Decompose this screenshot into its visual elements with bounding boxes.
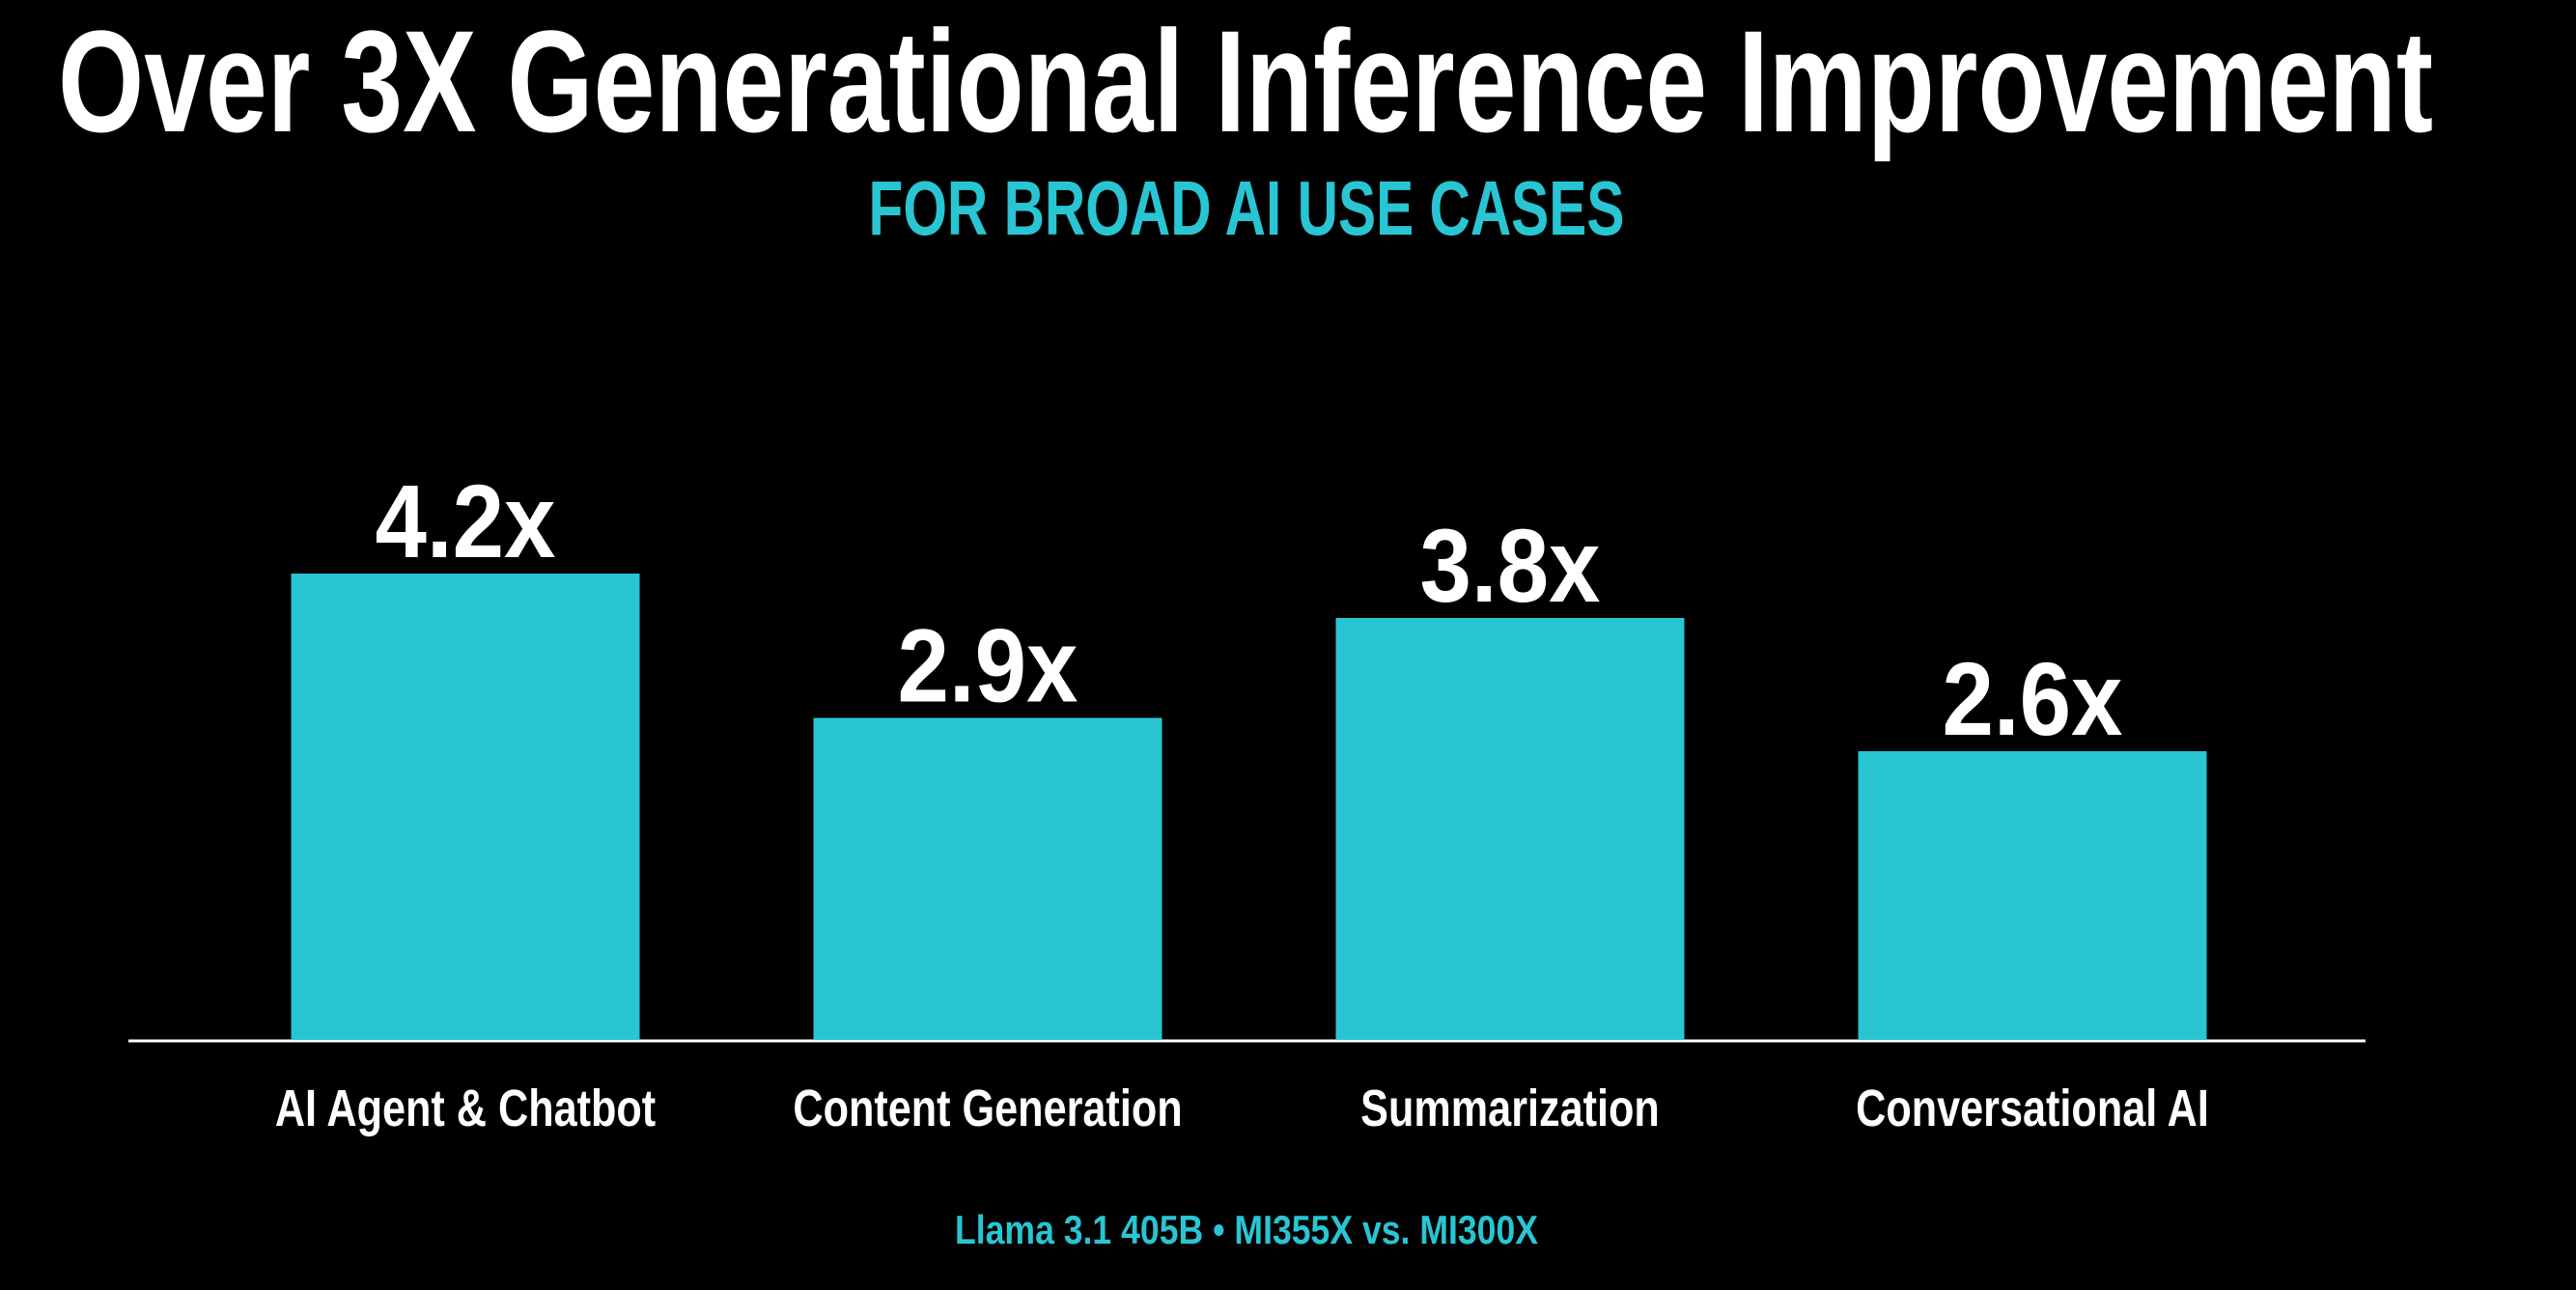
bar <box>1858 751 2207 1040</box>
value-label: 3.8x <box>1420 507 1601 624</box>
footnote: Llama 3.1 405B • MI355X vs. MI300X <box>955 1207 1538 1252</box>
x-tick-label: AI Agent & Chatbot <box>275 1080 656 1137</box>
value-label: 2.9x <box>898 607 1078 724</box>
bar <box>291 574 640 1040</box>
x-tick-label: Summarization <box>1360 1080 1660 1137</box>
x-tick-label: Content Generation <box>793 1080 1182 1137</box>
chart-subtitle: FOR BROAD AI USE CASES <box>869 165 1625 251</box>
bar <box>1335 618 1685 1040</box>
value-label: 4.2x <box>376 463 556 579</box>
value-label: 2.6x <box>1943 640 2123 757</box>
bar <box>813 717 1162 1040</box>
x-tick-label: Conversational AI <box>1856 1080 2209 1137</box>
chart-title: Over 3X Generational Inference Improveme… <box>58 0 2433 162</box>
